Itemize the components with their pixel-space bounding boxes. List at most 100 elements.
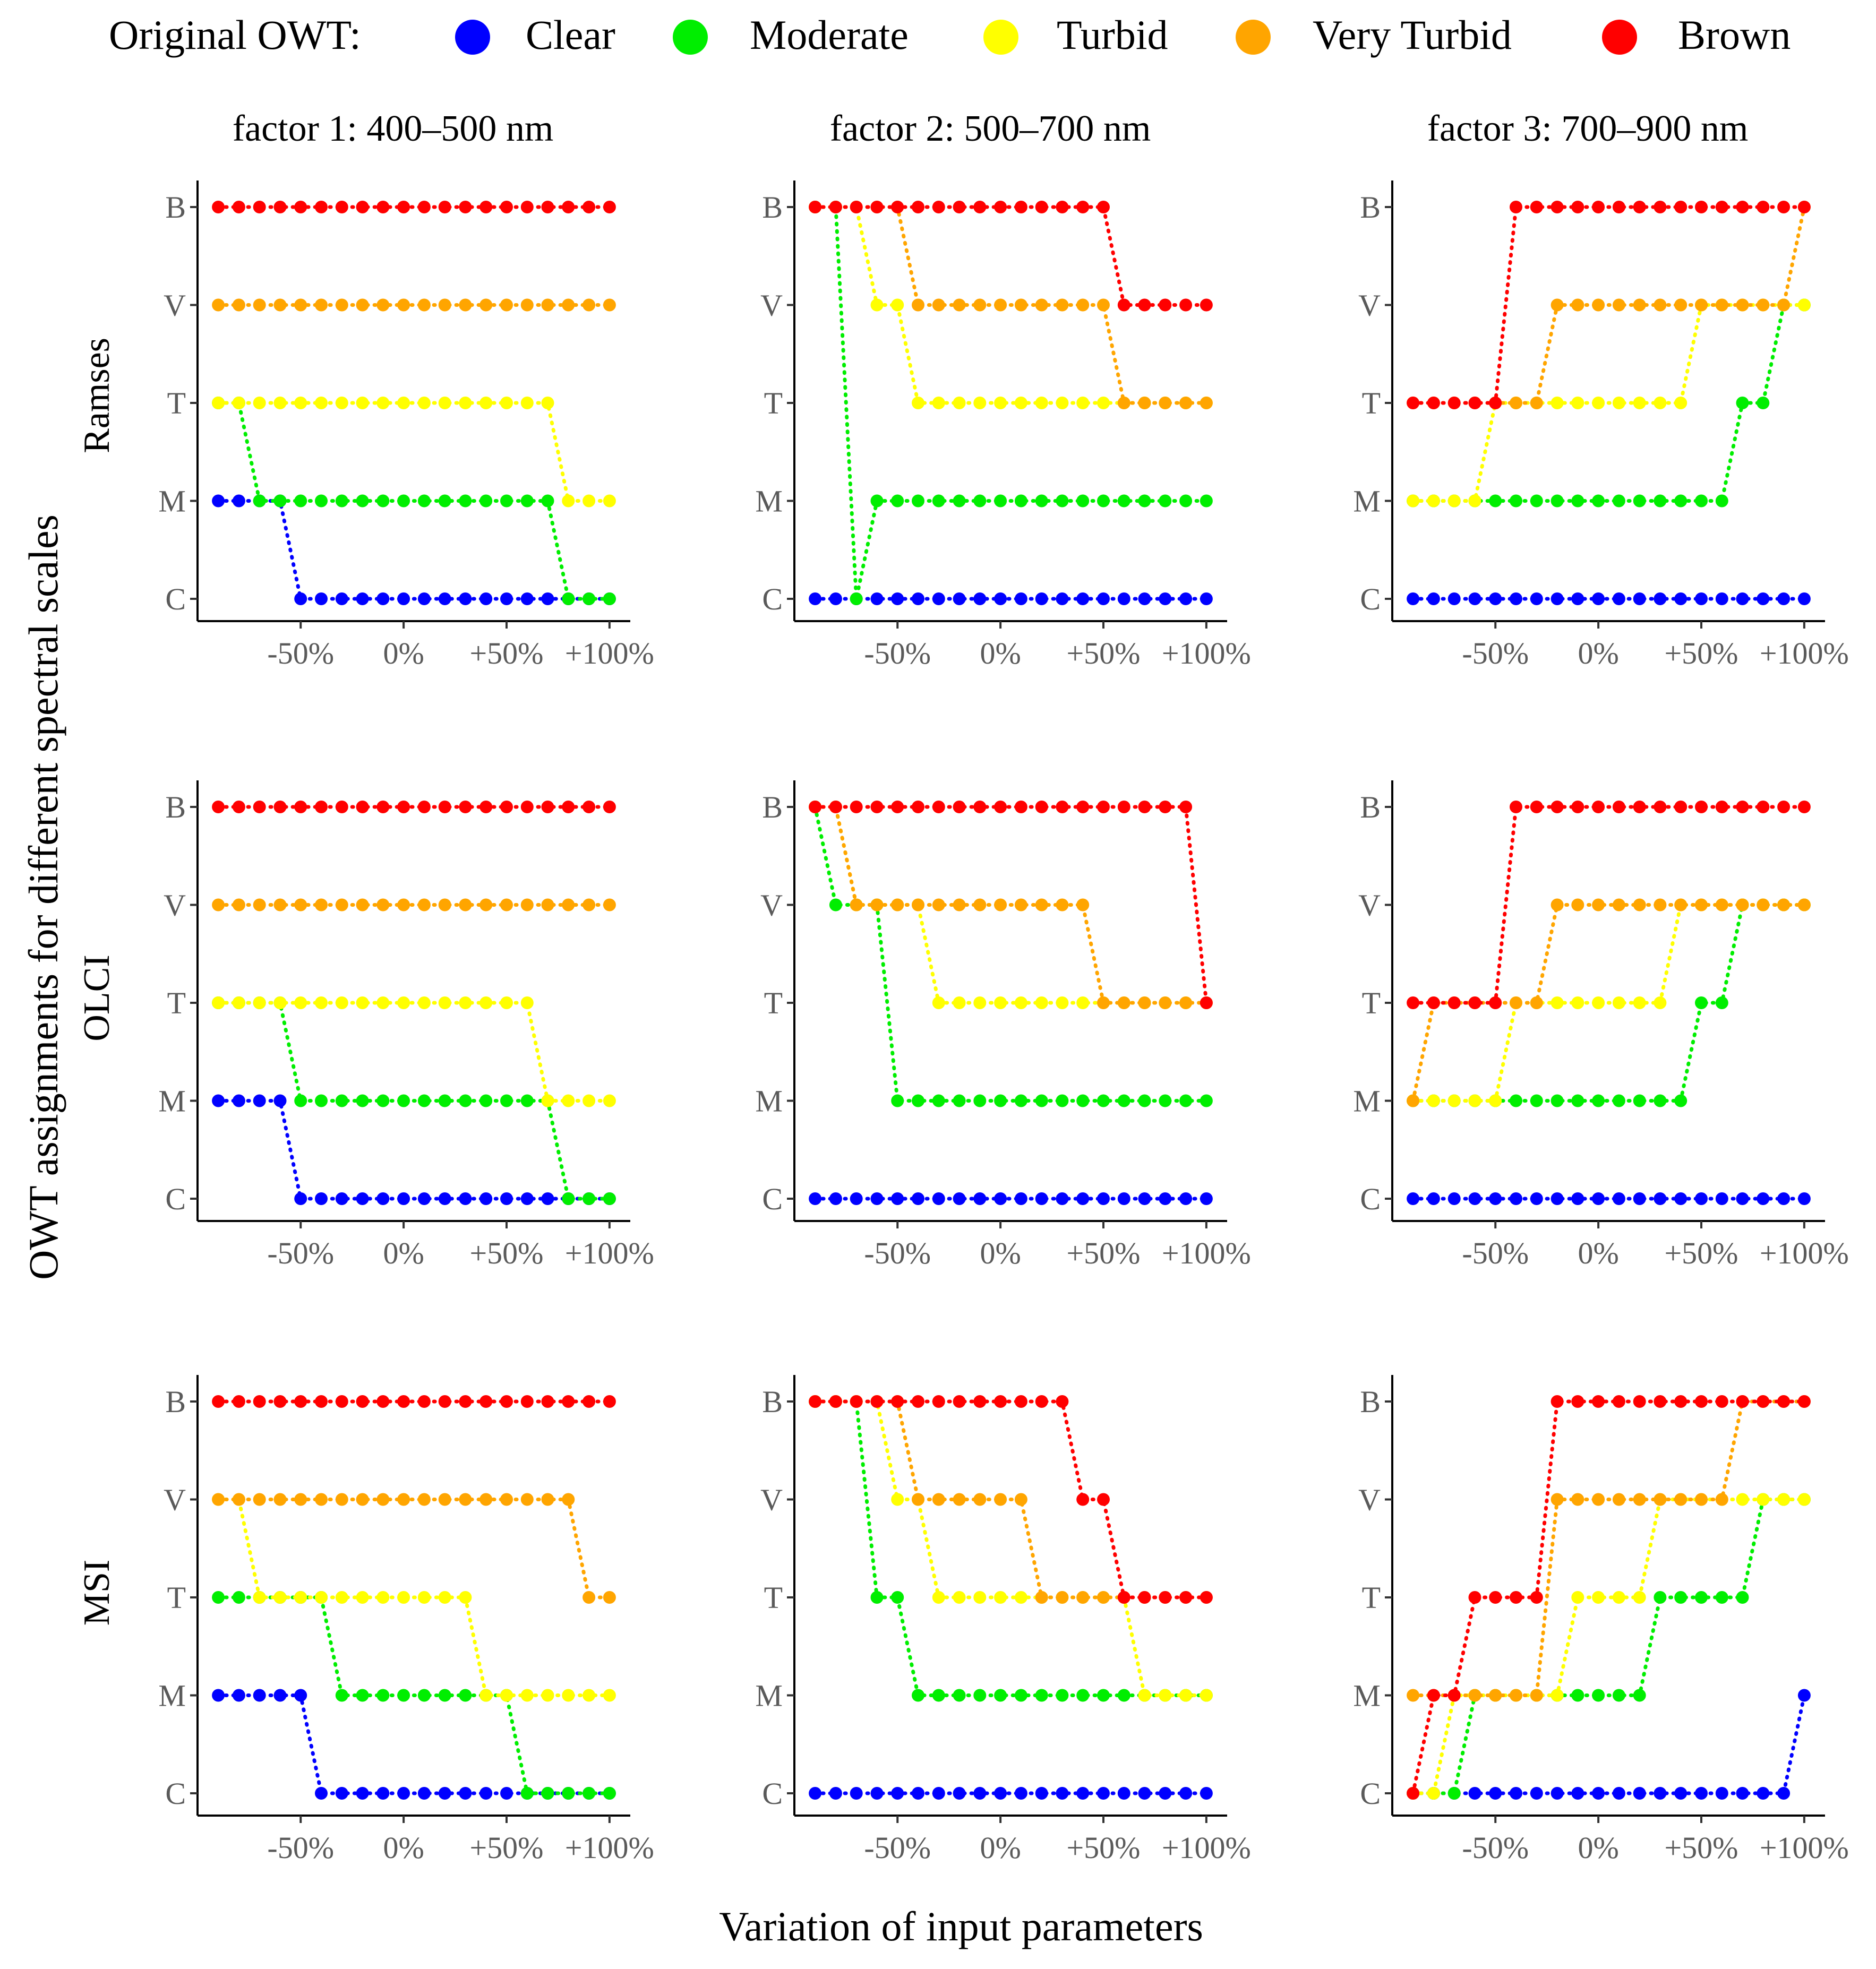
point-moderate — [1056, 1094, 1069, 1107]
point-very-turbid — [1035, 298, 1048, 312]
point-moderate — [1035, 1094, 1048, 1107]
point-turbid — [520, 397, 534, 409]
point-brown — [850, 201, 863, 213]
point-clear — [932, 1192, 945, 1205]
point-very-turbid — [1654, 298, 1667, 312]
y-tick-label-c: C — [165, 582, 186, 616]
point-brown — [1530, 201, 1543, 213]
point-brown — [603, 201, 616, 213]
point-brown — [1551, 201, 1564, 213]
point-turbid — [562, 1689, 575, 1702]
point-turbid — [1551, 1689, 1564, 1702]
point-brown — [1407, 1787, 1420, 1800]
point-brown — [335, 201, 348, 213]
point-turbid — [1592, 996, 1605, 1009]
point-brown — [438, 1395, 451, 1408]
point-clear — [1551, 1787, 1564, 1800]
point-moderate — [973, 1094, 987, 1107]
point-very-turbid — [315, 298, 328, 312]
point-brown — [809, 1395, 822, 1408]
point-brown — [1138, 801, 1151, 813]
point-brown — [829, 1395, 842, 1408]
point-clear — [1674, 1787, 1687, 1800]
point-clear — [1489, 1787, 1502, 1800]
point-brown — [829, 201, 842, 213]
point-moderate — [1035, 494, 1048, 508]
point-turbid — [294, 1591, 307, 1604]
point-moderate — [1551, 1094, 1564, 1107]
point-very-turbid — [1654, 898, 1667, 912]
point-clear — [1592, 1192, 1605, 1205]
point-clear — [417, 1192, 431, 1205]
point-brown — [809, 201, 822, 213]
point-brown — [356, 801, 369, 813]
point-moderate — [1571, 1094, 1584, 1107]
point-moderate — [1757, 397, 1770, 409]
point-clear — [953, 1192, 966, 1205]
point-clear — [212, 1094, 225, 1107]
point-moderate — [1159, 1094, 1172, 1107]
y-tick-label-t: T — [1362, 986, 1381, 1020]
point-brown — [1571, 801, 1584, 813]
column-title-factor-1: factor 1: 400–500 nm — [233, 108, 554, 149]
point-turbid — [253, 397, 266, 409]
point-brown — [1674, 801, 1687, 813]
point-very-turbid — [232, 1493, 245, 1506]
point-moderate — [1117, 1094, 1130, 1107]
point-clear — [870, 1192, 884, 1205]
point-turbid — [994, 996, 1007, 1009]
point-moderate — [1097, 1689, 1110, 1702]
point-brown — [500, 1395, 513, 1408]
point-brown — [232, 1395, 245, 1408]
point-brown — [953, 1395, 966, 1408]
point-turbid — [1571, 397, 1584, 409]
x-tick-label: 0% — [383, 636, 424, 670]
point-very-turbid — [232, 898, 245, 912]
point-very-turbid — [273, 898, 287, 912]
point-turbid — [603, 494, 616, 508]
point-moderate — [829, 898, 842, 912]
point-very-turbid — [603, 898, 616, 912]
point-very-turbid — [397, 298, 410, 312]
point-turbid — [335, 996, 348, 1009]
point-moderate — [582, 1192, 596, 1205]
point-turbid — [459, 1591, 472, 1604]
point-brown — [438, 801, 451, 813]
point-very-turbid — [212, 298, 225, 312]
point-turbid — [438, 1591, 451, 1604]
point-brown — [541, 801, 554, 813]
point-very-turbid — [1592, 298, 1605, 312]
point-brown — [1468, 996, 1481, 1009]
point-turbid — [1447, 494, 1461, 508]
x-tick-label: +50% — [1664, 1830, 1738, 1865]
point-very-turbid — [417, 1493, 431, 1506]
point-moderate — [232, 1591, 245, 1604]
point-turbid — [1757, 1493, 1770, 1506]
point-turbid — [1612, 996, 1625, 1009]
x-tick-label: +50% — [1066, 636, 1140, 670]
point-very-turbid — [459, 298, 472, 312]
y-tick-label-c: C — [762, 1182, 783, 1216]
x-tick-label: -50% — [267, 636, 334, 670]
point-very-turbid — [253, 298, 266, 312]
point-moderate — [582, 1787, 596, 1800]
point-moderate — [335, 494, 348, 508]
point-clear — [1138, 1787, 1151, 1800]
point-very-turbid — [417, 298, 431, 312]
point-turbid — [1014, 397, 1027, 409]
point-very-turbid — [1571, 898, 1584, 912]
point-turbid — [582, 1689, 596, 1702]
y-tick-label-t: T — [167, 386, 186, 420]
point-moderate — [1674, 494, 1687, 508]
point-clear — [1117, 1787, 1130, 1800]
point-very-turbid — [1715, 898, 1728, 912]
point-moderate — [1612, 1094, 1625, 1107]
point-clear — [212, 1689, 225, 1702]
point-turbid — [1427, 494, 1440, 508]
point-brown — [953, 801, 966, 813]
point-clear — [438, 592, 451, 605]
point-brown — [1592, 201, 1605, 213]
point-turbid — [953, 996, 966, 1009]
point-very-turbid — [603, 1591, 616, 1604]
point-very-turbid — [1633, 298, 1646, 312]
